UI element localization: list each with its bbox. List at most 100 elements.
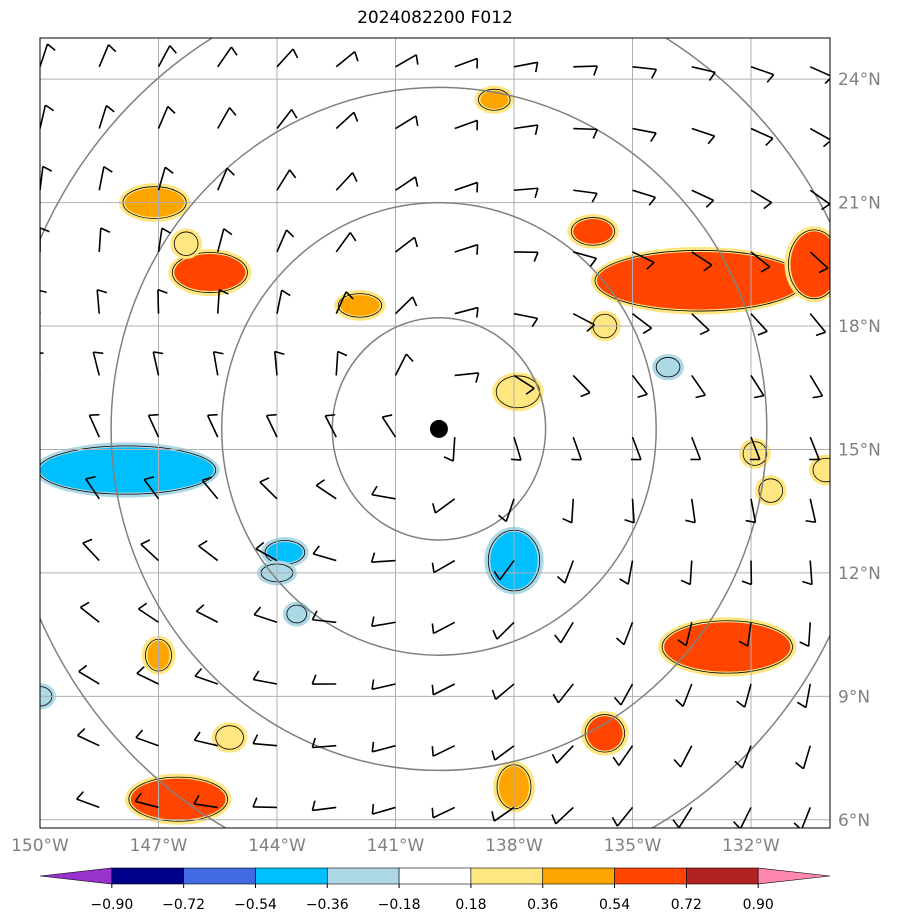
colorbar-tick-label: −0.90 — [90, 897, 133, 913]
storm-center-marker — [429, 419, 448, 438]
wind-barb — [265, 413, 278, 438]
wind-barb — [276, 169, 297, 191]
wind-barb — [311, 800, 337, 812]
wind-barb — [513, 124, 539, 135]
wind-barb — [312, 545, 337, 562]
wind-barb — [85, 475, 100, 500]
wind-barb — [454, 372, 480, 383]
wind-barb — [371, 804, 396, 815]
wind-barb — [76, 791, 100, 809]
wind-barb — [371, 485, 396, 500]
wind-barb — [611, 806, 634, 827]
wind-barb — [750, 313, 768, 336]
wind-barb — [395, 54, 419, 68]
wind-barb — [140, 539, 160, 562]
wind-barb — [741, 560, 753, 586]
wind-barb — [143, 476, 160, 500]
positive-feature-12 — [808, 454, 830, 486]
wind-barb — [443, 437, 456, 462]
wind-barb — [135, 729, 159, 747]
wind-barb — [572, 312, 596, 332]
wind-barb — [40, 744, 41, 746]
wind-barb — [615, 621, 634, 646]
latitude-labels: 24°N 21°N 18°N 15°N 12°N 9°N 6°N — [838, 70, 881, 831]
wind-barb — [734, 745, 752, 769]
lat-tick-label: 15°N — [838, 440, 881, 460]
colorbar-segment — [111, 867, 184, 885]
colorbar-segment — [614, 867, 687, 885]
wind-barb — [431, 806, 456, 819]
wind-barb — [552, 683, 574, 704]
wind-barb — [556, 560, 575, 584]
lat-tick-label: 6°N — [838, 811, 870, 831]
wind-barb — [276, 229, 295, 253]
colorbar-tick-label: 0.18 — [455, 897, 486, 913]
positive-feature-17 — [581, 711, 629, 756]
positive-feature-15 — [124, 773, 232, 825]
wind-barb — [311, 610, 337, 624]
colorbar-tick-label: −0.36 — [306, 897, 349, 913]
wind-barb — [138, 602, 159, 623]
wind-barb — [335, 111, 359, 130]
colorbar: −0.90 −0.72 −0.54 −0.36 −0.18 0.18 0.36 0.54 0.7… — [39, 867, 831, 913]
wind-barb — [40, 683, 41, 684]
wind-barb — [573, 189, 598, 203]
wind-barb — [571, 436, 583, 461]
wind-barb — [40, 806, 41, 808]
wind-barb — [76, 728, 100, 747]
wind-barb — [252, 734, 278, 747]
wind-barb — [96, 288, 108, 314]
colorbar-tick-label: 0.72 — [671, 897, 702, 913]
negative-feature-3 — [282, 601, 311, 627]
wind-barb — [809, 66, 830, 85]
lon-tick-label: 150°W — [11, 836, 69, 856]
wind-barb — [491, 745, 515, 761]
wind-barb — [613, 683, 634, 706]
wind-barb — [311, 674, 337, 685]
lon-tick-label: 147°W — [130, 836, 188, 856]
wind-barb — [255, 541, 278, 562]
positive-feature-6 — [567, 214, 619, 249]
lon-tick-label: 132°W — [722, 836, 780, 856]
colorbar-segment — [39, 867, 113, 885]
range-rings — [40, 38, 830, 828]
wind-barb — [381, 414, 397, 438]
wind-barb — [491, 806, 515, 822]
wind-barb — [691, 127, 716, 145]
wind-barb — [79, 601, 100, 623]
lon-tick-label: 144°W — [248, 836, 306, 856]
wind-barb — [513, 251, 539, 262]
wind-barb — [201, 476, 219, 500]
wind-barb — [371, 741, 396, 753]
wind-barb — [253, 606, 278, 624]
wind-barb — [673, 745, 693, 768]
positive-feature-4 — [474, 85, 515, 114]
wind-barb — [335, 232, 357, 253]
wind-barb — [216, 228, 233, 253]
lon-tick-label: 135°W — [604, 836, 662, 856]
wind-barb — [394, 296, 418, 315]
colorbar-segment — [326, 867, 400, 885]
wind-barb — [40, 621, 41, 623]
wind-barb — [371, 679, 396, 691]
wind-barb — [750, 374, 765, 399]
wind-barb — [311, 737, 337, 749]
wind-barb — [157, 166, 174, 191]
wind-barb — [677, 622, 693, 647]
colorbar-segment — [542, 867, 615, 885]
wind-barb — [562, 498, 575, 524]
wind-barb — [98, 166, 113, 191]
wind-barb — [612, 745, 634, 766]
wind-barb — [40, 559, 41, 561]
range-ring — [220, 201, 657, 656]
wind-barb — [749, 436, 761, 461]
contour-fields — [40, 85, 830, 825]
wind-barb — [147, 413, 160, 438]
wind-barb — [691, 374, 706, 399]
wind-barb — [454, 119, 479, 131]
wind-barbs — [40, 43, 830, 828]
positive-feature-14 — [211, 722, 248, 753]
wind-barb — [691, 189, 715, 208]
longitude-labels: 150°W 147°W 144°W 141°W 138°W 135°W 132°W — [11, 836, 780, 856]
wind-barb — [324, 413, 337, 438]
